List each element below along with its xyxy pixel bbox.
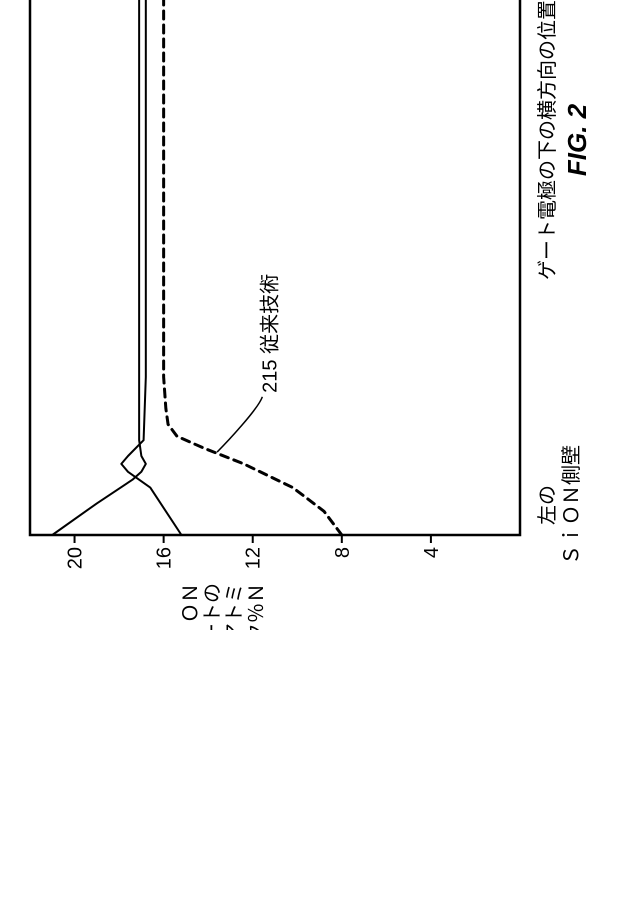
series-225 [52,0,146,535]
series-215 [164,0,342,535]
series-220 [121,0,181,535]
chart-container: 48121620ＳｉＯＮゲートのアトミック％Ｎ220225215 従来技術ゲート… [0,0,630,630]
x-annot-left: 左の [536,485,559,525]
callout-215: 215 従来技術 [258,274,281,393]
plot-border [30,0,520,535]
chart-svg: 48121620ＳｉＯＮゲートのアトミック％Ｎ220225215 従来技術ゲート… [0,0,630,630]
x-annot-left: ＳｉＯＮ側壁 [560,445,583,565]
y-axis-label-line: ゲートの [201,583,224,630]
y-tick-label: 8 [332,547,354,558]
x-axis-label: ゲート電極の下の横方向の位置 [536,0,559,280]
y-tick-label: 12 [243,547,265,569]
figure-title: FIG. 2 [562,103,592,176]
y-tick-label: 20 [65,547,87,569]
y-axis-label-line: アトミ [224,583,246,630]
callout-leader-215 [217,397,262,452]
y-tick-label: 16 [154,547,176,569]
y-axis-label-line: ＳｉＯＮ [180,583,202,630]
y-tick-label: 4 [421,547,443,558]
y-axis-label-line: ック％Ｎ [245,583,268,630]
